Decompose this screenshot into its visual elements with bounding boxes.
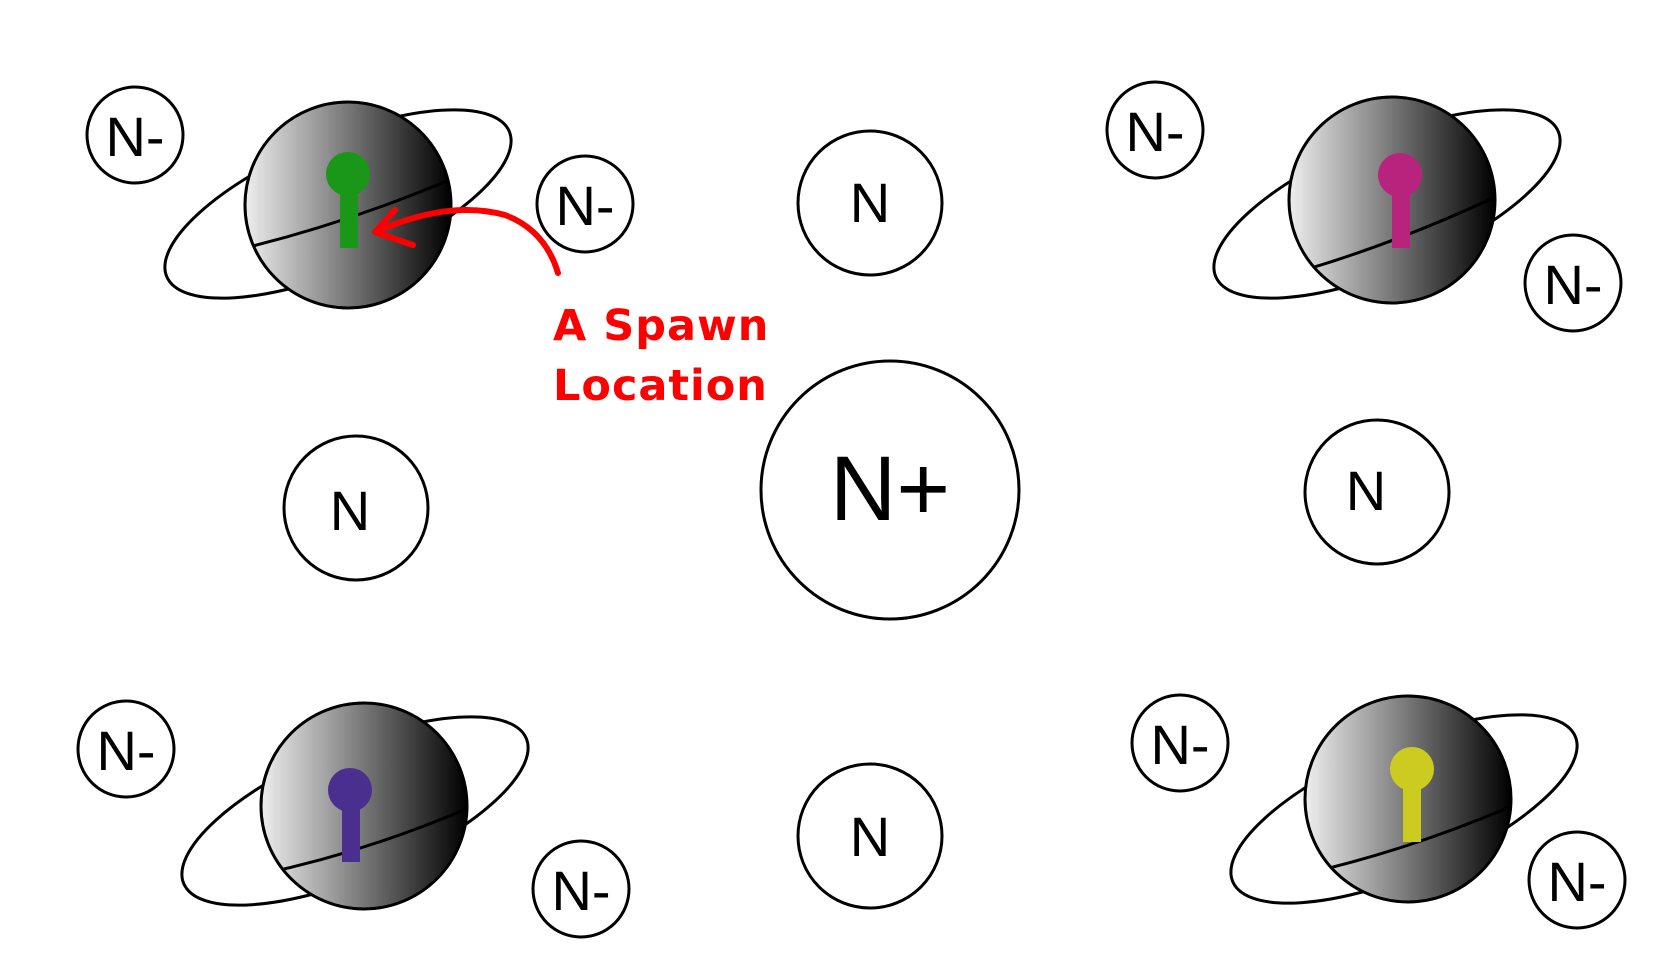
node-bottom-left-left: N- <box>76 699 176 799</box>
marker-stem <box>1392 186 1410 248</box>
node-label: N- <box>1125 100 1184 163</box>
node-label: N- <box>555 174 614 237</box>
marker-stem <box>342 800 360 862</box>
keyhole-marker <box>1378 153 1422 248</box>
node-middle-right: N <box>1303 418 1451 566</box>
marker-head <box>1378 153 1422 197</box>
node-label: N- <box>1543 253 1602 316</box>
annotation-line-2: Location <box>553 361 768 411</box>
marker-stem <box>1403 780 1421 842</box>
node-label: N <box>850 805 890 868</box>
node-label: N <box>850 171 890 234</box>
node-bottom-right-below: N- <box>1527 830 1627 930</box>
node-bottom-left-right: N- <box>531 839 631 939</box>
annotation-line-1: A Spawn <box>553 301 769 351</box>
marker-head <box>328 768 372 812</box>
marker-head <box>1390 747 1434 791</box>
node-top-middle: N <box>796 129 944 277</box>
planet-top-left <box>163 100 513 310</box>
marker-head <box>326 152 370 196</box>
node-label: N- <box>105 105 164 168</box>
node-label: N <box>330 479 370 542</box>
node-top-right-below: N- <box>1523 233 1623 333</box>
node-top-left-right: N- <box>535 154 635 254</box>
node-top-right-left: N- <box>1105 80 1205 180</box>
planet-bottom-right <box>1229 694 1579 905</box>
spawn-annotation: A Spawn Location <box>372 207 769 411</box>
planet-ring-front <box>261 773 467 887</box>
curved-arrow-icon <box>372 207 561 276</box>
planet-top-right <box>1212 95 1562 305</box>
node-center-label: N+ <box>830 438 950 540</box>
keyhole-marker <box>1390 747 1434 842</box>
node-label: N- <box>1547 850 1606 913</box>
node-bottom-middle: N <box>796 762 944 910</box>
planet-bottom-left <box>180 701 530 911</box>
node-middle-left: N <box>282 434 430 582</box>
node-label: N- <box>96 719 155 782</box>
node-center: N+ <box>759 359 1021 621</box>
keyhole-marker <box>326 152 370 248</box>
keyhole-marker <box>328 768 372 862</box>
node-bottom-right-left: N- <box>1130 693 1230 793</box>
node-label: N <box>1346 459 1386 522</box>
node-top-left: N- <box>85 85 185 185</box>
node-label: N- <box>551 859 610 922</box>
node-label: N- <box>1150 713 1209 776</box>
marker-stem <box>340 185 358 248</box>
